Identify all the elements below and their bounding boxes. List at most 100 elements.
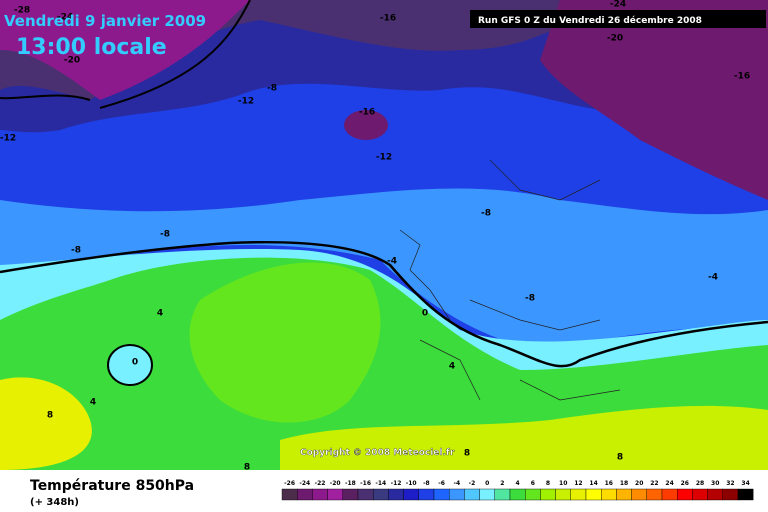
scale-swatch xyxy=(479,488,496,501)
contour-label: -24 xyxy=(57,13,73,23)
scale-label: 22 xyxy=(650,480,658,487)
lead-time: (+ 348h) xyxy=(30,497,79,508)
contour-label: -8 xyxy=(71,246,81,256)
scale-label: -12 xyxy=(391,480,402,487)
footer-title: Température 850hPa xyxy=(30,478,194,494)
scale-swatch xyxy=(677,488,693,501)
scale-label: -14 xyxy=(375,480,386,487)
contour-label: -12 xyxy=(376,153,392,163)
scale-label: 16 xyxy=(605,480,613,487)
contour-label: -16 xyxy=(734,72,750,82)
scale-label: 10 xyxy=(559,480,567,487)
contour-label: -20 xyxy=(64,56,80,66)
scale-swatch xyxy=(342,488,359,501)
cold-east-zone xyxy=(540,0,768,200)
scale-label: 0 xyxy=(485,480,489,487)
cold-pocket xyxy=(344,110,388,140)
contour-label: -24 xyxy=(610,0,626,10)
mild-cold-zone xyxy=(0,188,768,350)
scale-label: 6 xyxy=(531,480,535,487)
scale-swatch xyxy=(327,488,344,501)
contour-label: -16 xyxy=(359,108,375,118)
zero-contour-ring xyxy=(107,344,153,386)
warmer-zone xyxy=(189,262,381,423)
scale-swatch xyxy=(494,488,511,501)
scale-swatch xyxy=(449,488,465,501)
scale-label: 4 xyxy=(516,480,520,487)
scale-label: 32 xyxy=(726,480,734,487)
scale-label: 30 xyxy=(711,480,719,487)
contour-label: -4 xyxy=(387,257,397,267)
warmest-zone-south xyxy=(280,405,768,470)
scale-swatch xyxy=(403,488,420,501)
run-info: Run GFS 0 Z du Vendredi 26 décembre 2008 xyxy=(478,15,702,26)
scale-label: -26 xyxy=(284,480,295,487)
scale-label: 14 xyxy=(589,480,597,487)
contour-label: -4 xyxy=(708,273,718,283)
scale-label: 8 xyxy=(546,480,550,487)
scale-label: 34 xyxy=(741,480,749,487)
warmest-zone-west xyxy=(0,377,92,470)
scale-swatch xyxy=(601,488,617,501)
contour-label: 8 xyxy=(47,411,53,421)
coastline xyxy=(399,159,621,401)
scale-swatch xyxy=(585,488,602,501)
contour-line xyxy=(0,0,251,109)
scale-swatch xyxy=(312,488,328,501)
scale-swatch xyxy=(692,488,708,501)
scale-swatch xyxy=(646,488,663,501)
contour-label: -28 xyxy=(14,6,30,16)
scale-label: 18 xyxy=(620,480,628,487)
scale-label: 24 xyxy=(665,480,673,487)
scale-label: -24 xyxy=(299,480,310,487)
contour-labels: -28 -24 -16 -24 -20 -16 -20 -12 -8 -16 -12 -12 -8 -8 -… xyxy=(0,0,750,473)
zero-contour xyxy=(0,240,768,368)
time: 13:00 locale xyxy=(16,35,167,60)
scale-swatch xyxy=(707,488,723,501)
contour-label: -16 xyxy=(380,14,396,24)
scale-label: 12 xyxy=(574,480,582,487)
contour-label: -8 xyxy=(160,230,170,240)
scale-swatch xyxy=(281,488,298,501)
contour-label: -20 xyxy=(607,34,623,44)
scale-label: -20 xyxy=(330,480,341,487)
contour-label: 8 xyxy=(617,453,623,463)
copyright: Copyright © 2008 Meteociel.fr xyxy=(300,448,455,458)
scale-swatch xyxy=(418,488,435,501)
contour-label: -12 xyxy=(238,97,254,107)
scale-swatch xyxy=(388,488,404,501)
scale-swatch xyxy=(433,488,450,501)
scale-swatch xyxy=(540,488,556,501)
contour-label: -8 xyxy=(267,84,277,94)
contour-label: 8 xyxy=(464,449,470,459)
scale-label: 20 xyxy=(635,480,643,487)
scale-swatch xyxy=(722,488,739,501)
scale-swatch xyxy=(631,488,647,501)
contour-label: 4 xyxy=(449,362,455,372)
scale-label: 28 xyxy=(696,480,704,487)
scale-swatch xyxy=(616,488,632,501)
scale-label: 26 xyxy=(681,480,689,487)
scale-label: -8 xyxy=(423,480,430,487)
scale-swatch xyxy=(661,488,678,501)
scale-label: -6 xyxy=(438,480,445,487)
coldest-zone xyxy=(0,0,250,100)
scale-swatch xyxy=(509,488,526,501)
date: Vendredi 9 janvier 2009 xyxy=(4,12,206,30)
scale-swatch xyxy=(357,488,374,501)
contour-label: -8 xyxy=(525,294,535,304)
run-box xyxy=(470,10,766,28)
contour-label: 0 xyxy=(422,309,428,319)
contour-label: 8 xyxy=(244,463,250,473)
scale-swatch xyxy=(297,488,313,501)
contour-label: 4 xyxy=(90,398,96,408)
scale-label: -16 xyxy=(360,480,371,487)
scale-label: -4 xyxy=(453,480,460,487)
contour-label: -12 xyxy=(0,134,16,144)
scale-label: -22 xyxy=(315,480,326,487)
scale-swatch xyxy=(737,488,754,501)
scale-swatch xyxy=(464,488,480,501)
contour-label: 4 xyxy=(157,309,163,319)
scale-swatch xyxy=(555,488,571,501)
